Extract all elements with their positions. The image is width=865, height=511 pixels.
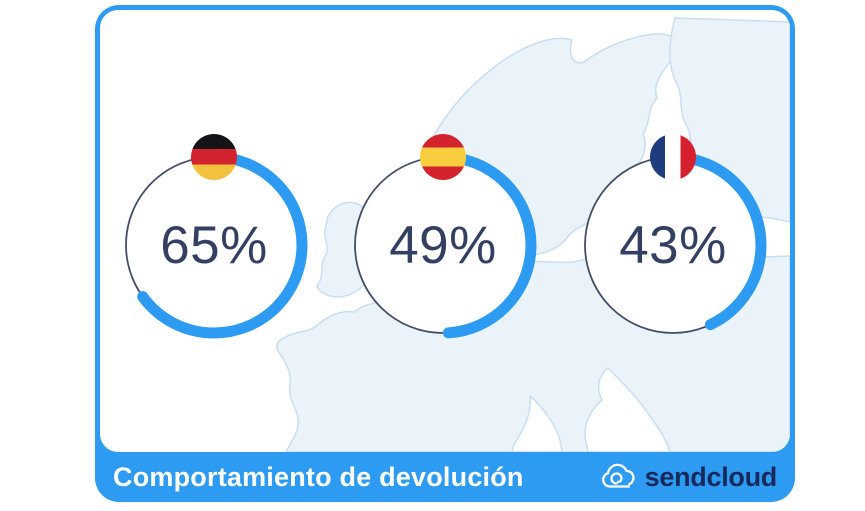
map-panel: 65% 49% 43% bbox=[100, 10, 790, 452]
gauge-spain: 49% bbox=[343, 134, 543, 345]
map-tyrrhenian-sea bbox=[511, 395, 563, 452]
gauge-france-value: 43% bbox=[619, 215, 727, 275]
gauge-germany: 65% bbox=[114, 134, 314, 345]
flag-germany-icon bbox=[191, 134, 237, 180]
gauge-france: 43% bbox=[573, 134, 773, 345]
flag-spain-icon bbox=[420, 134, 466, 180]
brand-name: sendcloud bbox=[644, 461, 778, 492]
return-behaviour-card: 65% 49% 43% Comportami bbox=[95, 5, 795, 502]
card-footer: Comportamiento de devolución sendcloud bbox=[100, 452, 790, 502]
gauge-spain-value: 49% bbox=[389, 215, 497, 275]
footer-title: Comportamiento de devolución bbox=[113, 461, 524, 492]
gauge-germany-value: 65% bbox=[160, 215, 268, 275]
cloud-swirl-icon bbox=[601, 463, 635, 488]
map-adriatic-sea bbox=[584, 367, 671, 452]
flag-france-icon bbox=[650, 134, 696, 180]
sendcloud-logo: sendcloud bbox=[600, 462, 777, 493]
